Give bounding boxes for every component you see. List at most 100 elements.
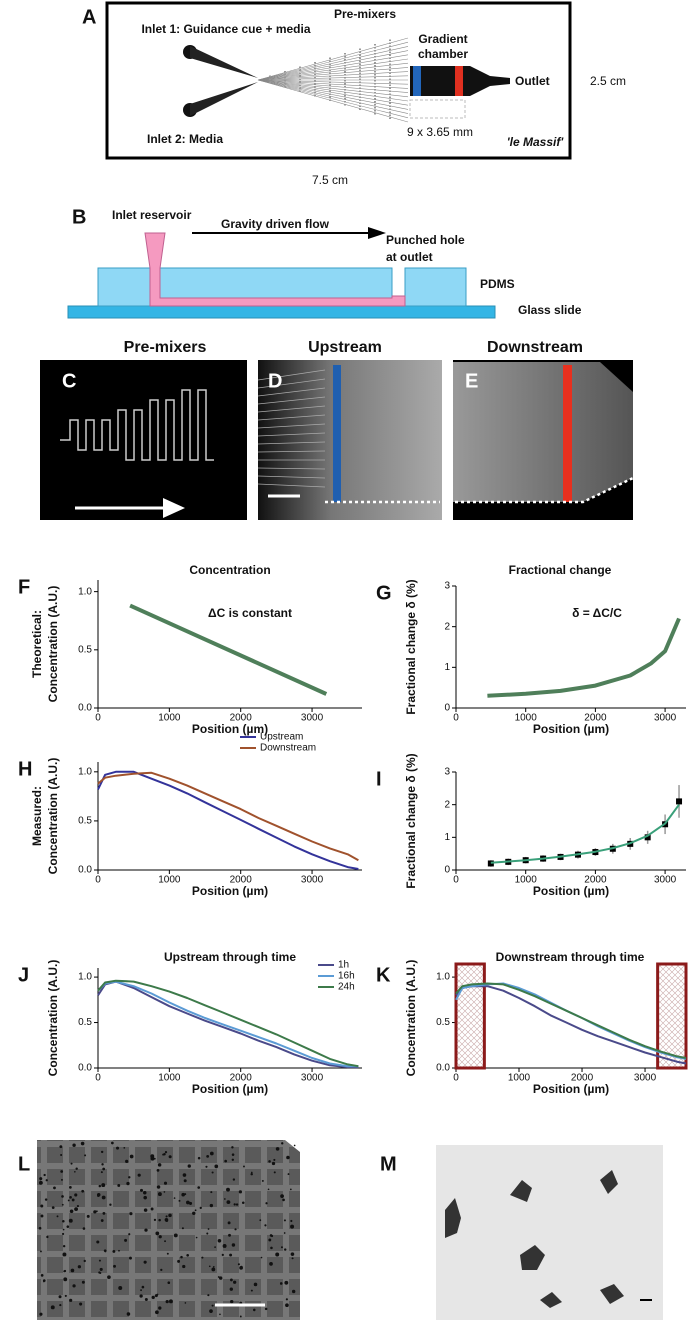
y-tick-label: 3 [444, 767, 450, 778]
x-tick-label: 1000 [158, 713, 181, 724]
y-tick-label: 0.5 [78, 644, 92, 655]
cell [197, 1186, 201, 1189]
y-tick-label: 1.0 [78, 972, 92, 983]
cell [286, 1155, 290, 1160]
cell [150, 1154, 155, 1159]
mixer-channel [257, 62, 409, 81]
cell [290, 1224, 295, 1229]
mixer-channel [257, 79, 409, 106]
mixer-channel [257, 79, 409, 119]
cell [214, 1164, 219, 1169]
cell [38, 1180, 43, 1185]
cell [46, 1235, 49, 1239]
cell [70, 1268, 75, 1273]
channel [257, 483, 326, 488]
cell [143, 1208, 148, 1212]
cell [118, 1286, 123, 1291]
cell [290, 1252, 295, 1256]
cell [239, 1315, 242, 1318]
label: Glass slide [518, 303, 582, 317]
cell [63, 1277, 68, 1282]
cell [69, 1196, 72, 1199]
cell [226, 1200, 231, 1205]
channel [257, 378, 326, 389]
cell [177, 1259, 181, 1263]
cell [43, 1280, 45, 1283]
channel [257, 414, 326, 421]
cell [269, 1262, 273, 1266]
cell [100, 1171, 103, 1174]
cell [219, 1276, 223, 1280]
cell [81, 1189, 85, 1193]
cell [209, 1309, 213, 1313]
x-tick-label: 2000 [230, 875, 253, 886]
cell [243, 1165, 245, 1168]
cell [273, 1171, 276, 1174]
cell [187, 1164, 191, 1168]
cell [293, 1144, 296, 1147]
cell [281, 1142, 284, 1145]
cell [206, 1232, 209, 1235]
cell [143, 1191, 147, 1195]
cell [283, 1219, 286, 1222]
cell [83, 1259, 86, 1263]
cell [250, 1173, 253, 1176]
series-line [129, 603, 328, 696]
cell [76, 1204, 80, 1208]
cell [62, 1228, 65, 1231]
cell [173, 1197, 176, 1199]
cell [253, 1282, 258, 1287]
mixer-channel [257, 54, 409, 81]
cell [181, 1192, 185, 1197]
cell [183, 1179, 187, 1183]
point [487, 860, 494, 867]
cell [104, 1250, 107, 1253]
cell [445, 1170, 624, 1308]
cell [168, 1155, 172, 1159]
cell [70, 1162, 73, 1165]
cell [80, 1141, 85, 1146]
cell [67, 1199, 70, 1202]
label: Pre-mixers [334, 7, 396, 21]
cell [270, 1246, 273, 1250]
highlight [454, 962, 486, 1070]
cell [98, 1271, 101, 1274]
cell [163, 1181, 168, 1185]
x-tick-label: 3000 [301, 1073, 324, 1084]
cell [128, 1256, 132, 1260]
channel [257, 441, 326, 445]
channel [257, 387, 326, 397]
panel-letter: G [376, 582, 392, 604]
cell [209, 1151, 214, 1156]
cell [285, 1298, 288, 1301]
cell [231, 1158, 234, 1161]
image [258, 360, 442, 520]
series-line [97, 771, 359, 862]
channel [257, 432, 326, 437]
y-tick-label: 0.5 [78, 816, 92, 827]
mixer-channel [257, 79, 409, 123]
label: Outlet [515, 74, 550, 88]
y-tick-label: 1.0 [436, 972, 450, 983]
cell [126, 1181, 130, 1186]
panel-letter: F [18, 576, 30, 598]
cell [100, 1219, 104, 1222]
cell [60, 1153, 63, 1156]
cell [40, 1214, 44, 1218]
x-tick-label: 2000 [230, 713, 253, 724]
cell [291, 1257, 294, 1260]
cell [168, 1299, 173, 1304]
cell [168, 1213, 172, 1218]
cell [237, 1263, 240, 1266]
y-tick-label: 2 [444, 799, 450, 810]
cell [143, 1260, 147, 1264]
cell [118, 1249, 120, 1252]
cell [72, 1284, 76, 1288]
panel-e: E Downstream [453, 339, 634, 520]
arrow-head [163, 498, 185, 518]
cell [77, 1265, 82, 1269]
cell [280, 1194, 284, 1198]
y-tick-label: 0.0 [78, 1063, 92, 1074]
image-title: Downstream [487, 339, 583, 356]
cell [264, 1307, 268, 1311]
